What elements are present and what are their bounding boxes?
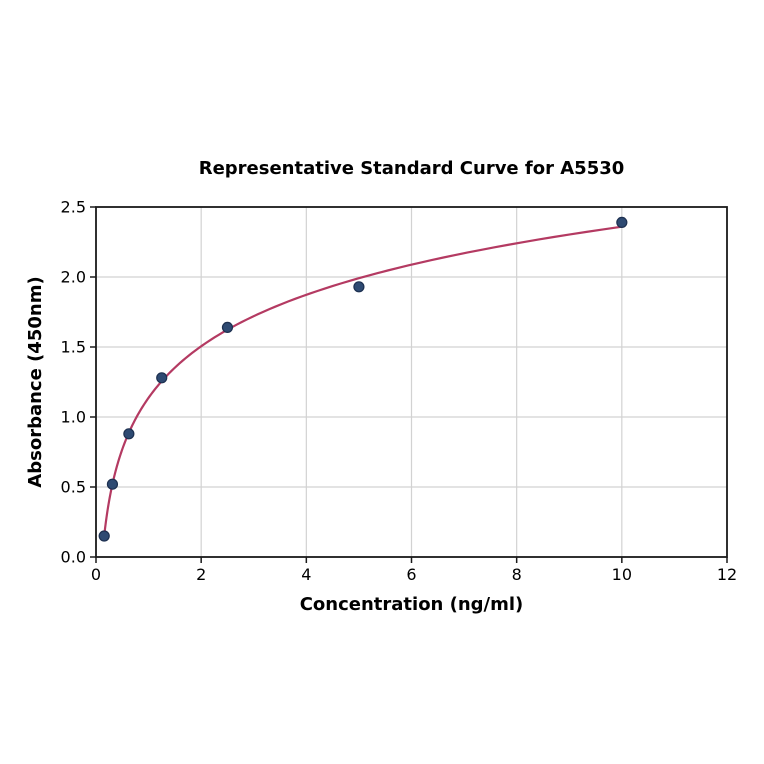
y-tick-label: 2.5 [61,198,86,217]
y-tick-label: 0.5 [61,478,86,497]
data-point [98,530,110,542]
chart-title: Representative Standard Curve for A5530 [198,158,625,179]
x-axis-label: Concentration (ng/ml) [299,594,524,615]
x-tick-label: 2 [196,565,206,584]
data-point [123,428,135,440]
x-tick-label: 10 [612,565,632,584]
y-tick-label: 0.0 [61,548,86,567]
x-tick-label: 6 [406,565,416,584]
x-tick-label: 4 [301,565,311,584]
y-tick-label: 1.0 [61,408,86,427]
data-point [106,478,119,490]
y-tick-label: 1.5 [61,338,86,357]
data-point [353,281,365,293]
x-tick-label: 8 [512,565,522,584]
data-point [221,321,234,333]
x-tick-label: 0 [91,565,101,584]
fit-curve [103,225,623,537]
data-point [156,372,168,384]
data-point [616,216,628,228]
x-tick-label: 12 [717,565,737,584]
y-tick-label: 2.0 [61,268,86,287]
